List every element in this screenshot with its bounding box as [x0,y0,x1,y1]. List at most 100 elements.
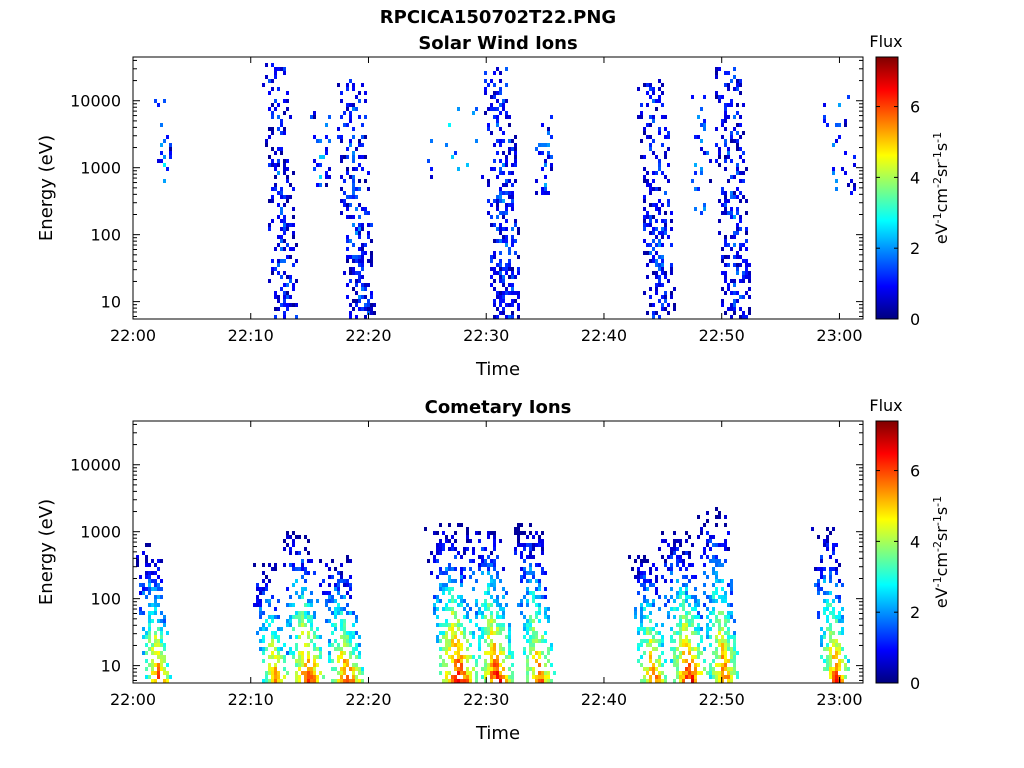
spectrogram-cell [643,127,646,131]
spectrogram-cell [694,607,697,611]
spectrogram-cell [331,611,334,615]
spectrogram-cell [505,235,508,239]
spectrogram-cell [262,647,265,651]
spectrogram-cell [673,303,676,307]
spectrogram-cell [541,167,544,171]
spectrogram-cell [517,543,520,547]
spectrogram-cell [547,679,550,683]
spectrogram-cell [343,651,346,655]
spectrogram-cell [163,163,166,167]
spectrogram-cell [742,259,745,263]
spectrogram-cell [667,543,670,547]
spectrogram-cell [730,667,733,671]
spectrogram-cell [352,611,355,615]
spectrogram-cell [499,211,502,215]
spectrogram-cell [274,315,277,319]
spectrogram-cell [490,167,493,171]
spectrogram-cell [832,655,835,659]
spectrogram-cell [370,303,373,307]
spectrogram-cell [283,667,286,671]
spectrogram-cell [829,639,832,643]
spectrogram-cell [727,531,730,535]
spectrogram-cell [733,299,736,303]
spectrogram-cell [649,639,652,643]
spectrogram-cell [706,627,709,631]
spectrogram-cell [340,199,343,203]
spectrogram-cell [649,303,652,307]
spectrogram-cell [505,99,508,103]
spectrogram-cell [679,595,682,599]
spectrogram-cell [649,675,652,679]
spectrogram-cell [508,679,511,683]
spectrogram-cell [502,311,505,315]
spectrogram-cell [652,179,655,183]
spectrogram-cell [835,615,838,619]
spectrogram-cell [700,147,703,151]
spectrogram-cell [502,567,505,571]
spectrogram-cell [826,527,829,531]
spectrogram-cell [721,643,724,647]
spectrogram-cell [517,291,520,295]
spectrogram-cell [328,115,331,119]
colorbar-gradient [875,420,899,684]
spectrogram-cell [715,95,718,99]
spectrogram-cell [652,215,655,219]
spectrogram-cell [727,603,730,607]
spectrogram-cell [331,667,334,671]
spectrogram-cell [676,539,679,543]
spectrogram-cell [664,227,667,231]
spectrogram-cell [298,611,301,615]
spectrogram-cell [457,659,460,663]
spectrogram-cell [838,563,841,567]
spectrogram-cell [544,655,547,659]
spectrogram-cell [307,559,310,563]
spectrogram-cell [532,635,535,639]
spectrogram-cell [349,655,352,659]
y-axis-label: Energy (eV) [36,499,57,605]
spectrogram-cell [280,219,283,223]
spectrogram-cell [490,551,493,555]
spectrogram-cell [154,595,157,599]
spectrogram-cell [535,147,538,151]
spectrogram-cell [700,211,703,215]
spectrogram-cell [508,267,511,271]
spectrogram-cell [496,151,499,155]
spectrogram-cell [832,543,835,547]
spectrogram-cell [532,575,535,579]
spectrogram-cell [721,191,724,195]
spectrogram-cell [148,639,151,643]
spectrogram-cell [274,99,277,103]
spectrogram-cell [439,587,442,591]
spectrogram-cell [712,559,715,563]
spectrogram-cell [511,207,514,211]
spectrogram-cell [652,171,655,175]
spectrogram-cell [487,211,490,215]
spectrogram-cell [736,263,739,267]
spectrogram-cell [721,299,724,303]
spectrogram-cell [532,675,535,679]
spectrogram-cell [349,239,352,243]
spectrogram-cell [277,103,280,107]
spectrogram-cell [727,671,730,675]
spectrogram-cell [502,171,505,175]
spectrogram-cell [337,655,340,659]
spectrogram-cell [349,651,352,655]
spectrogram-cell [148,623,151,627]
colorbar-tick-label: 6 [910,98,920,117]
spectrogram-cell [631,567,634,571]
spectrogram-cell [694,603,697,607]
spectrogram-cell [538,663,541,667]
spectrogram-cell [724,255,727,259]
spectrogram-cell [715,587,718,591]
spectrogram-cell [682,559,685,563]
spectrogram-cell [457,603,460,607]
spectrogram-cell [274,671,277,675]
spectrogram-cell [346,259,349,263]
spectrogram-cell [277,679,280,683]
spectrogram-cell [514,219,517,223]
spectrogram-cell [277,651,280,655]
spectrogram-cell [340,99,343,103]
spectrogram-cell [496,631,499,635]
spectrogram-cell [655,99,658,103]
spectrogram-cell [472,667,475,671]
